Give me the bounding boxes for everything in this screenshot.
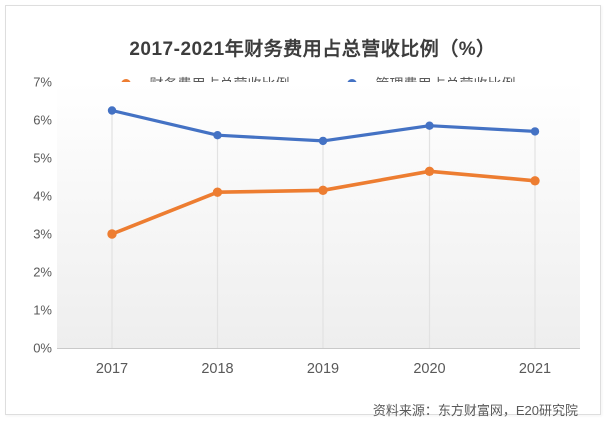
data-point-financial-expense [318,185,328,195]
plot-area [57,82,580,348]
x-tick-label: 2017 [96,361,128,377]
y-tick-label: 5% [33,151,52,166]
x-tick-label: 2018 [201,361,233,377]
y-tick-label: 1% [33,303,52,318]
y-tick-label: 2% [33,265,52,280]
x-tick-label: 2020 [413,361,445,377]
data-point-financial-expense [530,176,540,186]
data-point-financial-expense [212,187,223,197]
data-point-admin-expense [107,106,117,115]
y-tick-label: 3% [33,227,52,242]
y-tick-label: 6% [33,113,52,128]
data-point-admin-expense [530,127,540,136]
y-tick-label: 4% [33,189,52,204]
data-point-financial-expense [424,166,435,176]
y-tick-label: 0% [33,341,52,356]
x-tick-label: 2021 [519,361,551,377]
chart-title: 2017-2021年财务费用占总营收比例（%） [129,39,496,60]
x-tick-label: 2019 [307,361,339,377]
data-point-financial-expense [107,229,117,239]
data-point-admin-expense [213,131,222,140]
data-point-admin-expense [318,136,328,146]
data-source-caption: 资料来源：东方财富网，E20研究院 [372,403,578,418]
y-tick-label: 7% [33,75,52,90]
data-point-admin-expense [425,121,434,130]
